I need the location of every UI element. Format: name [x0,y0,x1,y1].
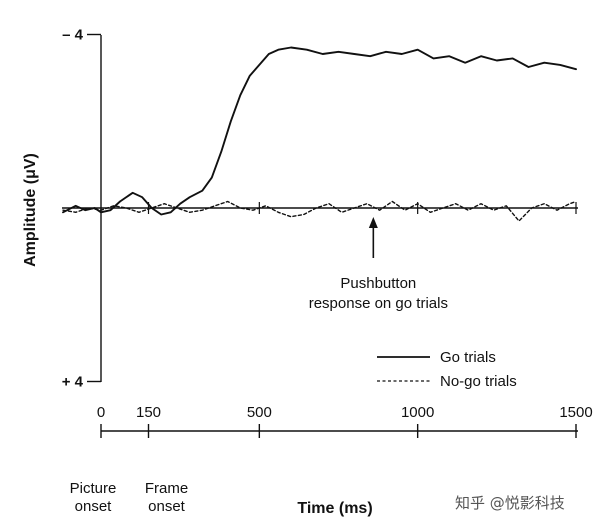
event-label-0-line-1: onset [75,498,113,515]
watermark: 知乎 @悦影科技 [455,494,565,512]
x-tick-label-1500: 1500 [559,404,592,421]
series-line-go [62,46,577,216]
annotation-line-2: response on go trials [309,295,448,312]
x-tick-label-0: 0 [97,404,105,421]
annotation-arrow-head [368,217,378,228]
pushbutton-annotation: Pushbutton response on go trials [309,217,448,312]
x-axis-title: Time (ms) [297,500,372,517]
axes-layer [62,33,578,438]
y-tick-label-0: – 4 [62,27,84,44]
y-axis-title: Amplitude (μV) [22,153,39,267]
x-tick-label-500: 500 [247,404,272,421]
legend-label-nogo: No-go trials [440,373,517,390]
y-tick-label-1: + 4 [62,374,84,391]
annotation-line-1: Pushbutton [340,275,416,292]
series-line-nogo [62,200,577,222]
labels-layer: – 4+ 40 150 500 1000 1500PictureonsetFrameon… [62,27,593,516]
x-tick-label-1000: 1000 [401,404,434,421]
series-layer [62,46,577,222]
event-label-0-line-0: Picture [70,480,117,497]
event-label-1-line-1: onset [148,498,186,515]
event-label-1-line-0: Frame [145,480,188,497]
legend: Go trials No-go trials [377,349,517,390]
x-tick-label-150: 150 [136,404,161,421]
legend-label-go: Go trials [440,349,496,366]
